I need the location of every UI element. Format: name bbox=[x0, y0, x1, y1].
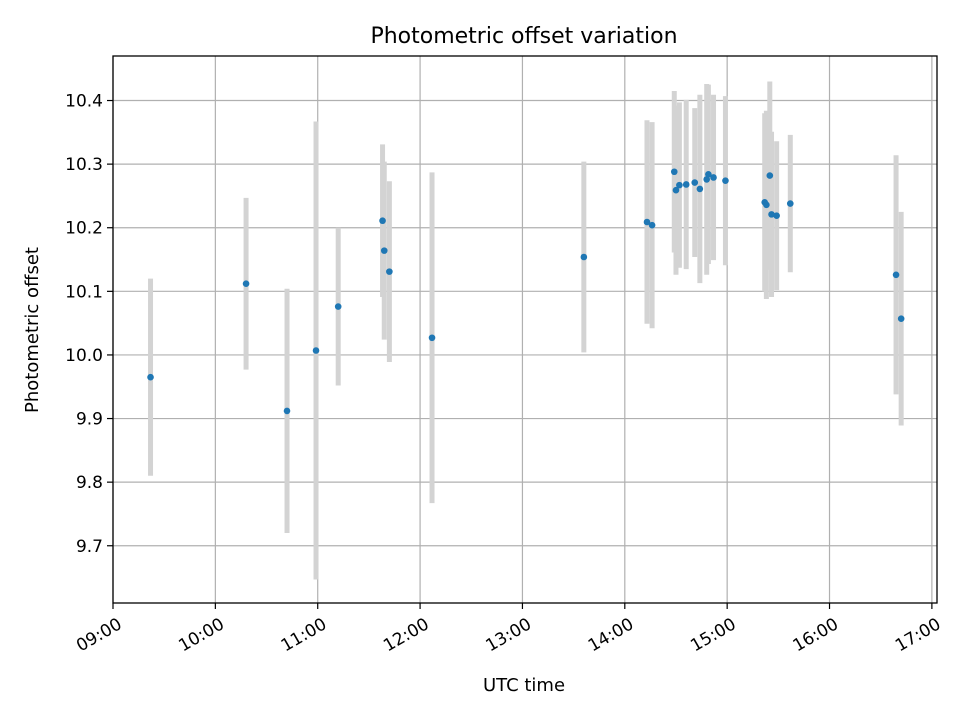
x-axis-ticks: 09:00 10:00 11:00 12:00 13:00 14:00 15:00 16:00… bbox=[73, 603, 944, 656]
y-tick-label: 10.2 bbox=[65, 219, 103, 239]
data-point bbox=[682, 181, 690, 188]
x-tick-label: 15:00 bbox=[687, 614, 739, 656]
data-point bbox=[648, 221, 656, 229]
data-point bbox=[763, 201, 770, 209]
chart-title: Photometric offset variation bbox=[370, 24, 677, 49]
data-point bbox=[703, 176, 710, 183]
x-tick-label: 17:00 bbox=[892, 614, 944, 656]
error-bars bbox=[148, 81, 904, 580]
data-point bbox=[580, 253, 588, 261]
data-point bbox=[722, 177, 729, 184]
x-tick-label: 14:00 bbox=[585, 614, 637, 656]
data-point bbox=[428, 334, 436, 342]
data-point bbox=[672, 186, 680, 194]
y-tick-label: 9.8 bbox=[76, 473, 103, 493]
x-tick-label: 10:00 bbox=[175, 614, 227, 656]
data-point bbox=[147, 373, 154, 381]
x-tick-label: 16:00 bbox=[790, 614, 842, 656]
data-point bbox=[897, 315, 905, 322]
grid-lines bbox=[112, 56, 937, 603]
data-point bbox=[334, 303, 342, 310]
x-tick-label: 11:00 bbox=[278, 614, 330, 656]
y-tick-label: 10.0 bbox=[65, 346, 103, 366]
data-point bbox=[705, 171, 712, 178]
data-point bbox=[283, 407, 291, 415]
x-tick-label: 09:00 bbox=[73, 614, 125, 656]
data-point bbox=[379, 217, 386, 225]
x-tick-label: 13:00 bbox=[483, 614, 535, 656]
x-tick-label: 12:00 bbox=[380, 614, 432, 656]
data-point bbox=[892, 271, 900, 279]
data-point bbox=[386, 268, 393, 275]
y-tick-label: 9.7 bbox=[76, 537, 103, 557]
data-point bbox=[380, 247, 388, 254]
data-point bbox=[696, 185, 704, 193]
data-point bbox=[670, 168, 678, 176]
data-point bbox=[786, 200, 794, 207]
y-tick-label: 10.3 bbox=[65, 155, 103, 175]
y-axis-label: Photometric offset bbox=[22, 247, 43, 413]
plot-frame bbox=[112, 55, 938, 604]
data-point bbox=[773, 212, 780, 219]
x-axis-label: UTC time bbox=[483, 675, 565, 696]
y-tick-label: 10.4 bbox=[65, 92, 103, 112]
y-axis-ticks: 9.7 9.8 9.9 10.0 10.1 10.2 10.3 10.4 bbox=[65, 92, 113, 557]
data-point bbox=[768, 211, 775, 218]
y-tick-label: 9.9 bbox=[76, 410, 103, 430]
data-point bbox=[242, 280, 250, 288]
data-point bbox=[691, 179, 699, 186]
data-point bbox=[676, 181, 683, 189]
data-point bbox=[312, 347, 320, 354]
data-point bbox=[766, 172, 774, 179]
data-point bbox=[710, 174, 717, 181]
data-point bbox=[643, 218, 651, 226]
data-points bbox=[147, 168, 905, 415]
y-tick-label: 10.1 bbox=[65, 282, 103, 302]
